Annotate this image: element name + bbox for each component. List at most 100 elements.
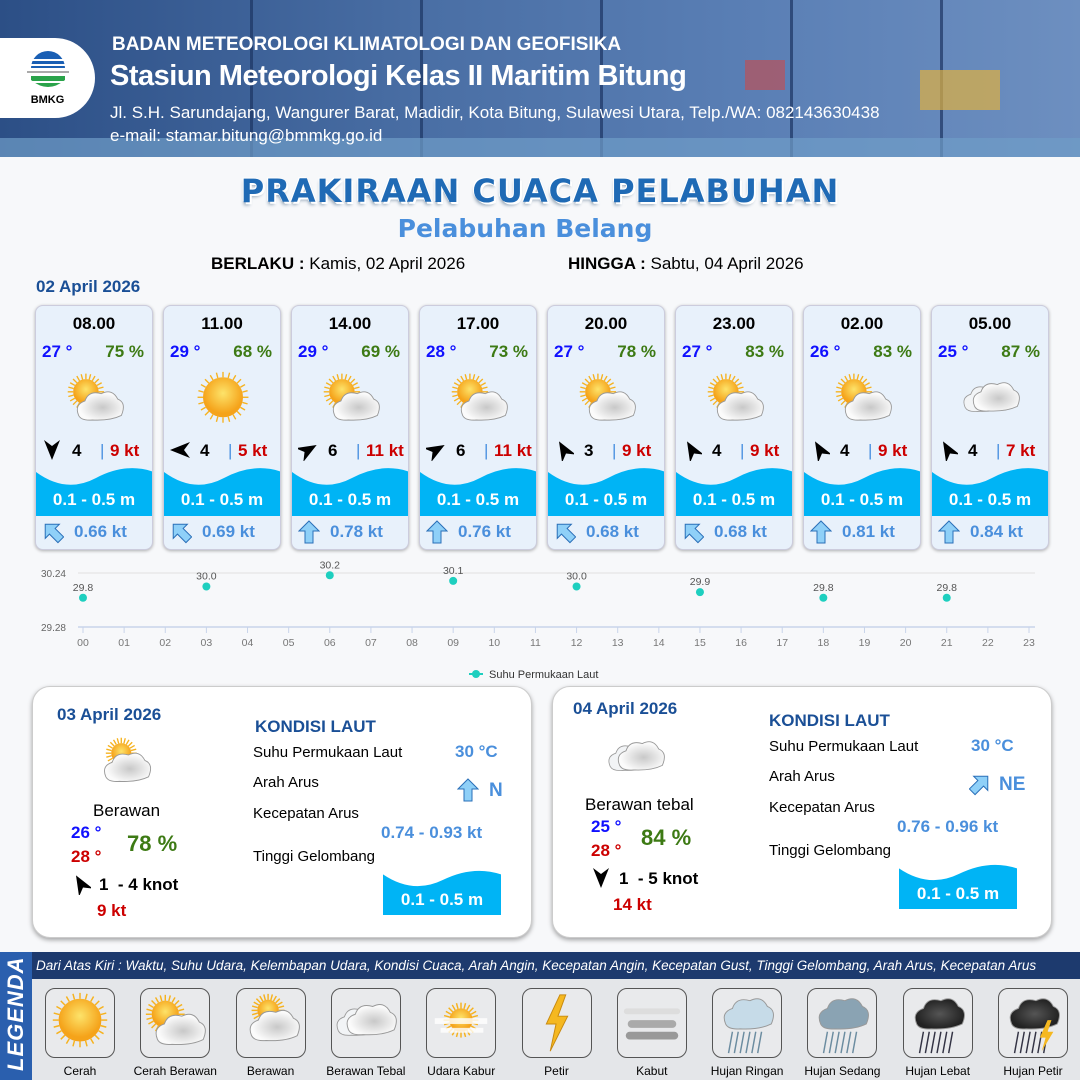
wave-shape [932,468,1048,516]
y-tick-label: 30.24 [41,569,66,580]
current-speed: 0.69 kt [202,522,255,541]
current-direction-icon [809,520,833,544]
x-tick-label: 17 [776,637,788,649]
legend-label: Berawan [246,1064,295,1078]
current-direction-icon [937,520,961,544]
wind-info: 6 | 11 kt [295,439,404,462]
x-tick-label: 00 [77,637,89,649]
gust-speed: 9 kt [97,901,127,920]
forecast-time: 05.00 [968,314,1012,333]
x-tick-label: 20 [900,637,912,649]
wind-info: 4 | 9 kt [810,439,916,463]
air-temperature: 25 ° [938,342,969,361]
wave-shape [36,468,152,516]
data-label: 29.8 [937,582,958,594]
bmkg-logo-icon [26,51,69,87]
agency-name: BADAN METEOROLOGI KLIMATOLOGI DAN GEOFIS… [112,34,622,55]
air-temperature: 27 ° [554,342,585,361]
station-email: e-mail: stamar.bitung@bmmkg.go.id [110,126,383,145]
logo-text: BMKG [30,94,65,106]
current-direction-icon [968,775,989,796]
wave-height-value: 0.1 - 0.5 m [916,884,1000,903]
gust-speed: 7 kt [1006,441,1036,460]
legend-item-hujan-sedang [807,988,878,1058]
legend-item-cerah [45,988,115,1058]
sst-chart: 30.24 29.28 00 01 02 03 04 05 06 07 08 09 10 11 12 13 14… [41,560,1035,681]
x-tick-label: 03 [201,637,213,649]
forecast-card: 20.00 27 ° 78 % 3 | 9 kt 0.1 - 0.5 m 0.68 … [547,305,665,550]
cerah-berawan-icon [67,373,124,421]
x-tick-label: 02 [159,637,171,649]
wave-height: 0.1 - 0.5 m [308,490,392,509]
legend-item-hujan-lebat [902,988,973,1058]
wind-direction-icon [687,441,704,463]
data-point [695,588,704,597]
cerah-icon [197,371,249,423]
gust-speed: 9 kt [110,441,140,460]
wind-info: 4 | 9 kt [42,439,148,461]
x-tick-label: 01 [118,637,130,649]
air-temperature: 26 ° [810,342,841,361]
current-direction-icon [456,778,480,802]
day1-date: 02 April 2026 [36,277,141,296]
wave-height: 0.1 - 0.5 m [820,490,904,509]
humidity: 83 % [745,342,784,361]
wind-direction-icon [295,445,317,462]
humidity: 75 % [105,342,144,361]
current-speed: 0.68 kt [714,522,767,541]
cerah-berawan-icon [835,373,892,421]
air-temperature: 27 ° [682,342,713,361]
wind-speed: 4 [72,441,82,460]
forecast-card: 11.00 29 ° 68 % 4 | 5 kt 0.1 - 0.5 m 0.69 … [163,305,281,550]
x-tick-label: 04 [242,637,254,649]
sst-label: Suhu Permukaan Laut [769,738,919,755]
forecast-time: 20.00 [584,314,628,333]
current-speed-label: Kecepatan Arus [253,805,359,822]
valid-from: BERLAKU : Kamis, 02 April 2026 [211,254,465,274]
current-direction-value: NE [999,774,1026,795]
current-speed: 0.68 kt [586,522,639,541]
petir-icon [545,994,568,1052]
wave-height: 0.1 - 0.5 m [180,490,264,509]
cerah-icon [52,992,108,1048]
forecast-card: 02.00 26 ° 83 % 4 | 9 kt 0.1 - 0.5 m 0.81 … [803,305,921,550]
page-subtitle: Pelabuhan Belang [397,214,653,243]
wind-info: 4 | 7 kt [938,439,1044,463]
temp-max: 28 ° [591,841,622,860]
hujan-petir-icon [1009,998,1060,1054]
cerah-berawan-icon [451,373,508,421]
panel-date: 04 April 2026 [573,699,678,718]
wind-direction-icon [943,441,960,463]
temp-min: 26 ° [71,823,102,842]
cerah-berawan-icon [146,994,207,1045]
x-tick-label: 13 [612,637,624,649]
wave-shape [164,468,280,516]
station-name: Stasiun Meteorologi Kelas II Maritim Bit… [110,60,687,92]
wave-height: 0.1 - 0.5 m [436,490,520,509]
x-tick-label: 11 [530,637,541,649]
gust-speed: 9 kt [878,441,908,460]
wind-info: 4 | 9 kt [682,439,788,463]
forecast-card: 08.00 27 ° 75 % 4 | 9 kt 0.1 - 0.5 m 0.66 … [35,305,153,550]
wind-speed: 4 [968,441,978,460]
forecast-time: 08.00 [72,314,116,333]
gust-speed: 14 kt [613,895,652,914]
data-label: 30.0 [566,571,587,583]
wave-height: 0.1 - 0.5 m [948,490,1032,509]
legend-series-label: Suhu Permukaan Laut [489,669,598,681]
legend-label: Berawan Tebal [326,1064,406,1078]
humidity: 68 % [233,342,272,361]
x-tick-label: 16 [735,637,747,649]
cerah-berawan-icon [707,373,764,421]
forecast-card: 14.00 29 ° 69 % 6 | 11 kt 0.1 - 0.5 m 0.78… [291,305,409,550]
wind-info: 6 | 11 kt [423,439,532,462]
wind-direction-icon [76,875,93,897]
data-point [202,582,211,591]
data-label: 29.8 [73,582,94,594]
legend-label: Kabut [636,1064,668,1078]
data-point [449,576,458,585]
legend-item-petir [521,988,592,1058]
humidity: 69 % [361,342,400,361]
wind-speed: 4 [840,441,850,460]
wind-direction-icon [559,441,576,463]
